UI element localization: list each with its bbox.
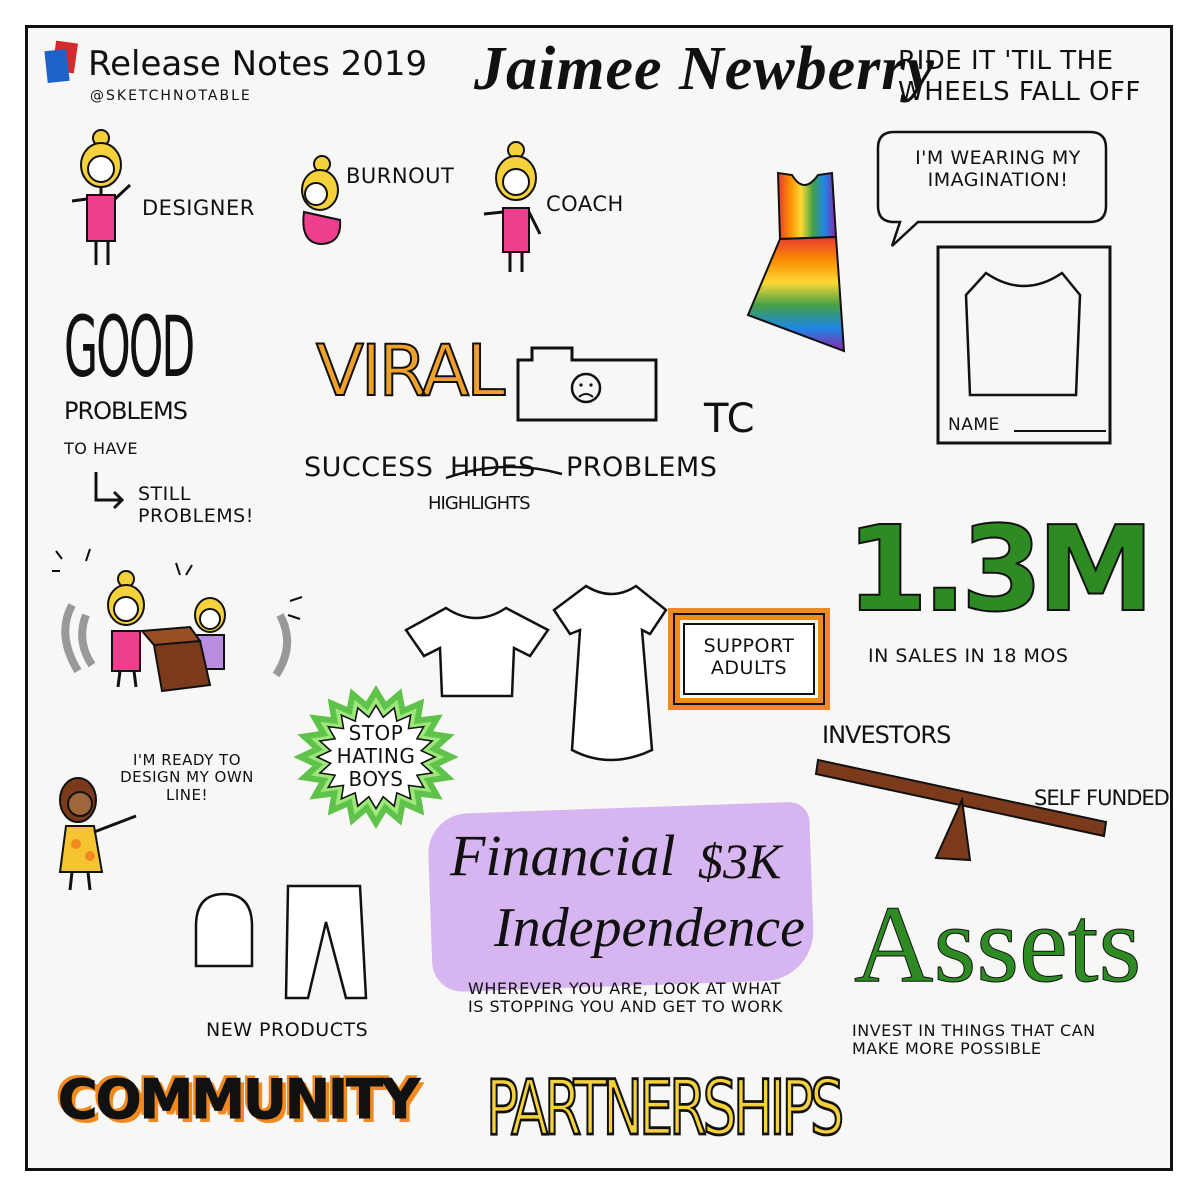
stop-badge — [288, 682, 464, 832]
kids-with-box-icon — [50, 545, 310, 695]
beanie-icon — [190, 890, 260, 970]
burnout-figure-icon — [290, 150, 350, 250]
tagline: RIDE IT 'TIL THE WHEELS FALL OFF — [898, 46, 1141, 108]
sales-caption: IN SALES IN 18 MOS — [868, 645, 1069, 667]
arrow-down-right-icon — [92, 470, 132, 510]
self-funded-label: SELF FUNDED — [1034, 786, 1170, 810]
problems-text: PROBLEMS — [566, 452, 718, 483]
logo-icon — [44, 40, 80, 86]
tunic-icon — [550, 580, 672, 770]
support-box — [668, 608, 830, 710]
assets-word: Assets — [853, 883, 1142, 1005]
role-coach: COACH — [546, 192, 624, 216]
designer-figure-icon — [64, 125, 144, 275]
girl-quote: I'M READY TO DESIGN MY OWN LINE! — [120, 751, 254, 804]
speaker-name: Jaimee Newberry — [474, 35, 935, 103]
still-problems-text: STILL PROBLEMS! — [138, 483, 254, 527]
viral-word: VIRAL — [315, 329, 506, 413]
twitter-handle: @SKETCHNOTABLE — [90, 88, 252, 104]
girl-figure-icon — [52, 770, 152, 900]
good-word: GOOD — [64, 300, 195, 397]
success-text: SUCCESS — [304, 452, 434, 483]
stop-badge-text: STOP HATING BOYS — [336, 721, 416, 791]
partnerships-word: PARTNERSHIPS — [485, 1063, 845, 1154]
sales-figure: 1.3M — [845, 500, 1155, 638]
financial-note: WHEREVER YOU ARE, LOOK AT WHAT IS STOPPI… — [468, 979, 783, 1017]
coach-figure-icon — [476, 138, 556, 278]
event-title: Release Notes 2019 — [88, 44, 428, 84]
role-burnout: BURNOUT — [346, 164, 455, 188]
highlights-text: HIGHLIGHTS — [428, 493, 531, 514]
to-have-text: TO HAVE — [64, 439, 138, 458]
new-products-text: NEW PRODUCTS — [206, 1019, 369, 1041]
form-name-label: NAME — [948, 415, 1000, 435]
assets-note: INVEST IN THINGS THAT CAN MAKE MORE POSS… — [852, 1021, 1096, 1059]
seesaw-icon — [814, 756, 1114, 866]
rainbow-dress-icon — [740, 165, 870, 355]
sad-camera-icon — [512, 344, 662, 424]
speech-text: I'M WEARING MY IMAGINATION! — [915, 147, 1081, 191]
pattern-form — [936, 245, 1112, 445]
amount-text: $3K — [698, 833, 782, 889]
community-word: COMMUNITY — [57, 1068, 420, 1132]
tc-text: TC — [704, 396, 756, 442]
financial-title: Financial — [450, 823, 676, 888]
pants-icon — [280, 882, 370, 1002]
independence-title: Independence — [494, 897, 805, 959]
speech-bubble — [872, 128, 1112, 248]
role-designer: DESIGNER — [142, 196, 255, 220]
strike-line — [444, 462, 564, 482]
tshirt-icon — [402, 600, 552, 700]
investors-label: INVESTORS — [822, 721, 951, 749]
support-text: SUPPORT ADULTS — [703, 635, 795, 679]
problems-word: PROBLEMS — [64, 397, 188, 425]
